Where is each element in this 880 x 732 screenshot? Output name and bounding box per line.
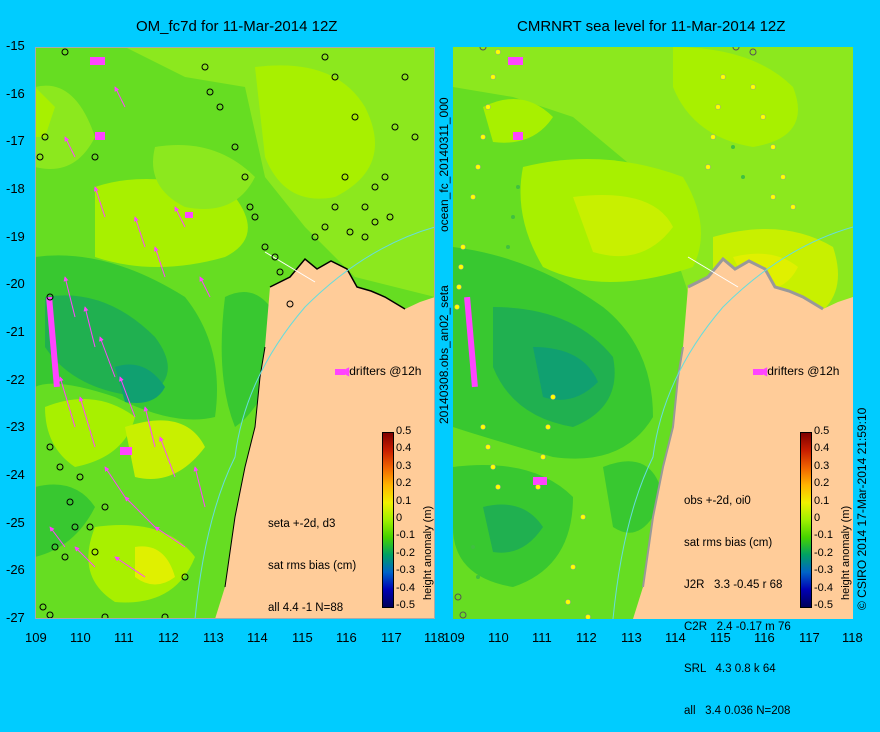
lon-tick: 109 [443, 630, 465, 645]
lon-tick: 114 [247, 630, 268, 645]
stat-line: sat rms bias (cm) [684, 537, 773, 549]
lon-tick: 116 [336, 630, 357, 645]
lat-tick: -22 [6, 372, 25, 387]
colorbar-tick: -0.1 [396, 529, 415, 542]
lat-tick: -25 [6, 515, 25, 530]
left-map-panel [35, 47, 435, 619]
land [633, 259, 853, 619]
model-run-label: ocean_fc_20140311_000 [437, 97, 451, 232]
left-panel-title: OM_fc7d for 11-Mar-2014 12Z [136, 18, 338, 35]
stat-line: obs +-2d, oi0 [684, 495, 751, 507]
lon-tick: 112 [576, 630, 597, 645]
lon-tick: 115 [710, 630, 731, 645]
colorbar-right [800, 432, 812, 608]
colorbar-tick: 0.2 [396, 477, 412, 490]
colorbar-tick: -0.2 [814, 546, 833, 559]
left-stats: seta +-2d, d3 sat rms bias (cm) all 4.4 … [268, 489, 356, 629]
colorbar-tick: 0.3 [396, 459, 412, 472]
colorbar-label: height anomaly (m) [422, 505, 434, 600]
colorbar-tick: -0.1 [814, 529, 833, 542]
colorbar-tick: 0.2 [814, 477, 830, 490]
colorbar-tick: 0 [814, 512, 821, 524]
colorbar-tick: -0.5 [814, 599, 833, 611]
colorbar-tick: 0 [396, 512, 403, 524]
colorbar-tick: 0.5 [396, 425, 412, 437]
altimetry-tracks-green [471, 145, 745, 579]
drifter-arrows [49, 86, 211, 578]
stat-line: SRL 4.3 0.8 k 64 [684, 663, 776, 675]
colorbar-tick: 0.1 [396, 494, 412, 507]
lon-tick: 111 [532, 630, 552, 645]
drifter-legend-text: drifters @12h [349, 364, 422, 378]
right-stats: obs +-2d, oi0 sat rms bias (cm) J2R 3.3 … [684, 466, 791, 732]
colorbar-left [382, 432, 394, 608]
lat-tick: -27 [6, 610, 25, 625]
colorbar-tick: -0.3 [396, 564, 415, 577]
right-map-panel [453, 47, 853, 619]
lat-tick: -17 [6, 133, 25, 148]
drifter-clusters [464, 57, 763, 485]
lon-tick: 118 [842, 630, 863, 645]
altimetry-tracks [454, 49, 796, 619]
drifter-arrow-icon: ◀ [758, 364, 768, 378]
lon-tick: 112 [158, 630, 179, 645]
colorbar-tick: -0.4 [396, 581, 415, 594]
lon-tick: 111 [114, 630, 134, 645]
lon-tick: 113 [203, 630, 224, 645]
lat-tick: -20 [6, 276, 25, 291]
lon-tick: 110 [488, 630, 509, 645]
colorbar-tick: 0.5 [814, 425, 830, 437]
obs-circles [36, 48, 419, 619]
lat-tick: -24 [6, 467, 25, 482]
lon-tick: 117 [799, 630, 820, 645]
lat-tick: -19 [6, 229, 25, 244]
lat-tick: -16 [6, 86, 25, 101]
stat-line: C2R 2.4 -0.17 m 76 [684, 621, 791, 633]
lat-tick: -18 [6, 181, 25, 196]
lon-tick: 116 [754, 630, 775, 645]
obs-file-label: 20140308.obs_an02_seta [437, 285, 451, 424]
lon-tick: 115 [292, 630, 313, 645]
stat-line: all 4.4 -1 N=88 [268, 602, 344, 614]
colorbar-tick: -0.3 [814, 564, 833, 577]
drifter-legend-right: ◀drifters @12h [758, 364, 839, 378]
drifter-legend-left: ◀drifters @12h [340, 364, 421, 378]
lon-tick: 110 [70, 630, 91, 645]
colorbar-label: height anomaly (m) [840, 505, 852, 600]
right-panel-title: CMRNRT sea level for 11-Mar-2014 12Z [517, 18, 786, 35]
lat-tick: -26 [6, 562, 25, 577]
lon-tick: 113 [621, 630, 642, 645]
copyright-label: © CSIRO 2014 17-Mar-2014 21:59:10 [855, 407, 869, 610]
stat-line: sat rms bias (cm) [268, 560, 357, 572]
stat-line: all 3.4 0.036 N=208 [684, 705, 791, 717]
lat-tick: -23 [6, 419, 25, 434]
lon-tick: 114 [665, 630, 686, 645]
stat-line: seta +-2d, d3 [268, 518, 336, 530]
drifter-legend-text: drifters @12h [767, 364, 840, 378]
obs-circles [454, 47, 757, 619]
lat-tick: -15 [6, 38, 25, 53]
lon-tick: 118 [424, 630, 445, 645]
colorbar-tick: 0.4 [396, 442, 412, 455]
drifter-arrow-icon: ◀ [340, 364, 350, 378]
colorbar-tick: -0.4 [814, 581, 833, 594]
colorbar-tick: -0.2 [396, 546, 415, 559]
colorbar-tick: 0.3 [814, 459, 830, 472]
colorbar-tick: -0.5 [396, 599, 415, 611]
lon-tick: 117 [381, 630, 402, 645]
drifter-clusters [46, 57, 345, 455]
lat-tick: -21 [6, 324, 25, 339]
land [215, 259, 435, 619]
colorbar-tick: 0.1 [814, 494, 830, 507]
stat-line: J2R 3.3 -0.45 r 68 [684, 579, 783, 591]
lon-tick: 109 [25, 630, 47, 645]
colorbar-tick: 0.4 [814, 442, 830, 455]
